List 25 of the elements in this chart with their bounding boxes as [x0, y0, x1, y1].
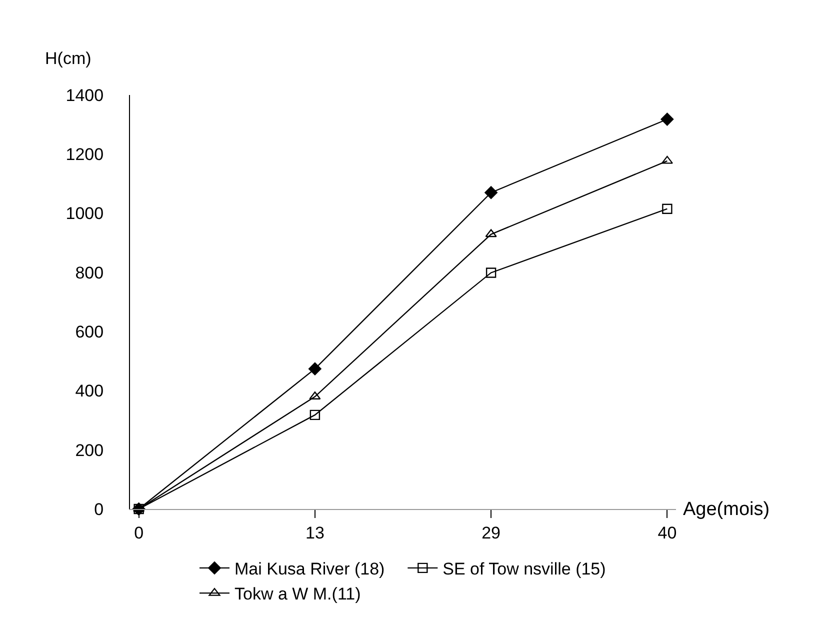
point — [662, 204, 672, 214]
point — [484, 186, 498, 200]
y-tick-label: 1000 — [66, 204, 104, 224]
point — [485, 229, 497, 238]
x-axis-title: Age(mois) — [683, 499, 770, 520]
y-tick-label: 1200 — [66, 145, 104, 164]
point — [660, 112, 674, 126]
x-tick-label: 0 — [134, 523, 144, 542]
legend-label: Mai Kusa River (18) — [234, 560, 385, 579]
point — [486, 268, 496, 278]
y-tick-label: 200 — [75, 440, 104, 460]
point — [308, 362, 322, 376]
x-tick-label: 13 — [305, 523, 324, 542]
point — [310, 410, 320, 420]
x-tick-label: 29 — [482, 523, 501, 542]
y-tick-label: 800 — [75, 263, 104, 282]
y-tick-label: 1400 — [66, 86, 104, 105]
y-axis-title: H(cm) — [45, 49, 92, 68]
y-tick-label: 600 — [75, 322, 104, 342]
y-tick-label: 400 — [75, 382, 104, 401]
legend-label: SE of Tow nsville (15) — [442, 560, 606, 579]
legend-label: Tokw a W M.(11) — [234, 584, 361, 604]
point — [661, 156, 673, 164]
y-tick-label: 0 — [94, 500, 104, 519]
x-tick-label: 40 — [658, 523, 677, 542]
